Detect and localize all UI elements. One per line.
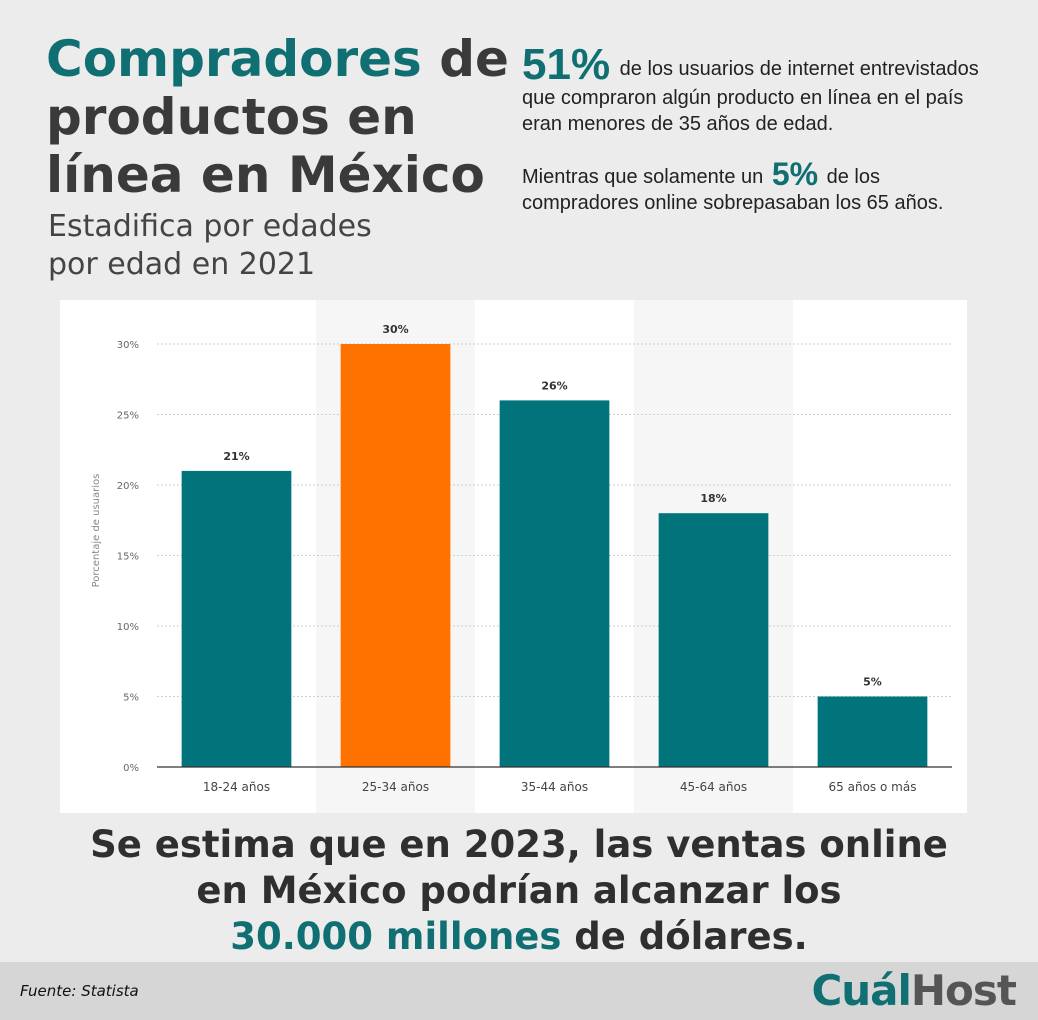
footer-line-3-rest: de dólares. xyxy=(561,915,808,958)
footer-accent: 30.000 millones xyxy=(230,915,562,958)
stats-panel: 51% de los usuarios de internet entrevis… xyxy=(522,43,992,240)
y-tick-label: 15% xyxy=(117,552,139,563)
y-tick-label: 25% xyxy=(117,411,139,422)
footer-line-3: 30.000 millones de dólares. xyxy=(0,914,1038,960)
bar[interactable] xyxy=(658,513,769,767)
data-label: 26% xyxy=(541,379,567,392)
data-label: 30% xyxy=(382,323,408,336)
subtitle-line-1: Estadifica por edades xyxy=(48,209,372,244)
stat-paragraph-1: 51% de los usuarios de internet entrevis… xyxy=(522,43,992,137)
title-rest: de productos en línea en México xyxy=(46,30,509,204)
bar-chart: 0% 5% 10% 15% 20% 25% 30% 21% 30% 26% 18% 5% 18-24… xyxy=(91,300,952,813)
category-label: 45-64 años xyxy=(680,780,747,794)
subtitle-line-2: por edad en 2021 xyxy=(48,247,316,282)
y-axis-label: Porcentaje de usuarios xyxy=(91,474,102,588)
page-subtitle: Estadifica por edades por edad en 2021 xyxy=(48,208,468,284)
footer-message: Se estima que en 2023, las ventas online… xyxy=(0,822,1038,960)
chart-category-labels: 18-24 años 25-34 años 35-44 años 45-64 años… xyxy=(203,780,917,794)
stat-2-post: de los compradores online sobrepasaban l… xyxy=(522,166,944,214)
footer-line-1: Se estima que en 2023, las ventas online xyxy=(90,823,948,866)
cualhost-logo[interactable]: CuálHost xyxy=(811,966,1017,1015)
stat-1-text: de los usuarios de internet entrevistado… xyxy=(522,58,979,135)
category-label: 25-34 años xyxy=(362,780,429,794)
title-accent: Compradores xyxy=(46,30,422,88)
source-bar: Fuente: Statista CuálHost xyxy=(0,962,1038,1020)
category-label: 35-44 años xyxy=(521,780,588,794)
y-tick-label: 5% xyxy=(123,693,139,704)
y-tick-label: 0% xyxy=(123,763,139,774)
chart-data-labels: 21% 30% 26% 18% 5% xyxy=(223,323,882,689)
data-label: 18% xyxy=(700,492,726,505)
y-tick-label: 20% xyxy=(117,481,139,492)
y-tick-label: 30% xyxy=(117,340,139,351)
logo-part-1: Cuál xyxy=(811,966,911,1015)
data-label: 5% xyxy=(863,676,882,689)
bar[interactable] xyxy=(181,470,292,767)
stat-2-pre: Mientras que solamente un xyxy=(522,166,769,188)
bar[interactable] xyxy=(817,696,928,768)
category-label: 65 años o más xyxy=(829,780,917,794)
stat-2-value: 5% xyxy=(771,156,819,192)
stat-paragraph-2: Mientras que solamente un 5% de los comp… xyxy=(522,158,992,216)
category-label: 18-24 años xyxy=(203,780,270,794)
chart-bars xyxy=(181,344,928,768)
bar[interactable] xyxy=(340,344,451,767)
bar[interactable] xyxy=(499,400,610,767)
stat-1-value: 51% xyxy=(522,40,611,89)
footer-line-2: en México podrían alcanzar los xyxy=(196,869,842,912)
source-text: Fuente: Statista xyxy=(20,982,139,1000)
page-title: Compradores de productos en línea en Méx… xyxy=(46,30,516,204)
chart-container: 0% 5% 10% 15% 20% 25% 30% 21% 30% 26% 18% 5% 18-24… xyxy=(60,300,967,813)
y-tick-label: 10% xyxy=(117,622,139,633)
data-label: 21% xyxy=(223,450,249,463)
logo-part-2: Host xyxy=(910,966,1017,1015)
chart-y-ticks: 0% 5% 10% 15% 20% 25% 30% xyxy=(117,340,139,774)
